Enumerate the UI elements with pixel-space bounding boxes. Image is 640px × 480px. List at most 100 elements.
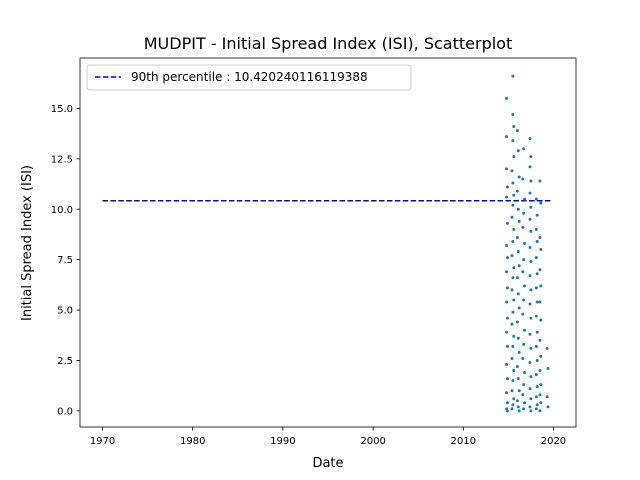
- data-point: [511, 239, 515, 243]
- data-point: [534, 395, 538, 399]
- data-point: [511, 403, 515, 407]
- data-point: [534, 227, 538, 231]
- legend-box: [86, 64, 412, 91]
- data-point: [546, 367, 550, 371]
- data-point: [528, 137, 532, 141]
- data-point: [512, 193, 516, 197]
- data-point: [511, 344, 515, 348]
- data-point: [505, 286, 509, 290]
- data-point: [539, 284, 543, 288]
- data-point: [529, 409, 533, 413]
- data-point: [517, 306, 521, 310]
- data-point: [534, 344, 538, 348]
- data-point: [522, 258, 526, 262]
- data-point: [516, 292, 520, 296]
- x-tick-label: 1970: [90, 436, 115, 447]
- x-tick-label: 1980: [180, 436, 205, 447]
- data-point: [523, 328, 527, 332]
- data-point: [516, 149, 520, 153]
- data-point: [521, 312, 525, 316]
- data-point: [538, 179, 542, 183]
- data-point: [505, 270, 509, 274]
- data-point: [521, 177, 525, 181]
- data-point: [535, 330, 539, 334]
- data-point: [505, 362, 509, 366]
- y-tick-label: 2.5: [57, 356, 73, 367]
- data-point: [510, 389, 514, 393]
- data-point: [529, 288, 533, 292]
- data-point: [528, 332, 532, 336]
- x-axis-label: Date: [312, 456, 343, 471]
- data-point: [534, 197, 538, 201]
- y-tick-label: 5.0: [57, 306, 73, 317]
- data-point: [522, 342, 526, 346]
- data-point: [521, 356, 525, 360]
- data-point: [522, 298, 526, 302]
- data-point: [505, 391, 509, 395]
- data-point: [538, 268, 542, 272]
- data-point: [505, 96, 509, 100]
- x-tick-label: 2010: [451, 436, 476, 447]
- data-point: [529, 346, 533, 350]
- data-point: [505, 330, 509, 334]
- x-tick-label: 2000: [360, 436, 385, 447]
- data-point: [511, 112, 515, 116]
- data-point: [510, 407, 514, 411]
- data-point: [529, 229, 533, 233]
- data-point: [512, 298, 516, 302]
- data-point: [529, 316, 533, 320]
- y-tick-label: 15.0: [51, 104, 73, 115]
- y-axis-label: Initial Spread Index (ISI): [20, 165, 35, 321]
- data-point: [539, 383, 543, 387]
- data-point: [516, 250, 520, 254]
- data-point: [538, 235, 542, 239]
- data-point: [534, 314, 538, 318]
- data-point: [538, 369, 542, 373]
- data-point: [515, 189, 519, 193]
- data-point: [546, 405, 550, 409]
- data-point: [511, 74, 515, 78]
- data-point: [523, 371, 527, 375]
- data-point: [538, 300, 542, 304]
- data-point: [512, 334, 516, 338]
- data-point: [534, 256, 538, 260]
- data-point: [512, 125, 516, 129]
- data-point: [535, 403, 539, 407]
- data-point: [516, 336, 520, 340]
- data-point: [529, 375, 533, 379]
- data-point: [528, 246, 532, 250]
- data-point: [517, 350, 521, 354]
- data-point: [523, 284, 527, 288]
- data-point: [505, 344, 509, 348]
- data-point: [511, 181, 515, 185]
- x-tick-label: 1990: [270, 436, 295, 447]
- data-point: [512, 397, 516, 401]
- data-point: [510, 356, 514, 360]
- data-point: [539, 248, 543, 252]
- data-point: [523, 197, 527, 201]
- data-point: [545, 346, 549, 350]
- data-point: [505, 377, 509, 381]
- data-point: [505, 256, 509, 260]
- data-point: [505, 300, 509, 304]
- data-point: [521, 270, 525, 274]
- data-point: [510, 288, 514, 292]
- data-point: [535, 358, 539, 362]
- data-point: [515, 399, 519, 403]
- data-point: [505, 221, 509, 225]
- data-point: [511, 203, 515, 207]
- data-point: [517, 389, 521, 393]
- data-point: [539, 401, 543, 405]
- data-point: [545, 395, 549, 399]
- data-point: [505, 195, 509, 199]
- data-point: [505, 167, 509, 171]
- data-point: [539, 201, 543, 205]
- data-point: [517, 219, 521, 223]
- data-point: [538, 393, 542, 397]
- data-point: [535, 300, 539, 304]
- data-point: [539, 354, 543, 358]
- data-point: [522, 383, 526, 387]
- data-point: [515, 129, 519, 133]
- data-point: [534, 286, 538, 290]
